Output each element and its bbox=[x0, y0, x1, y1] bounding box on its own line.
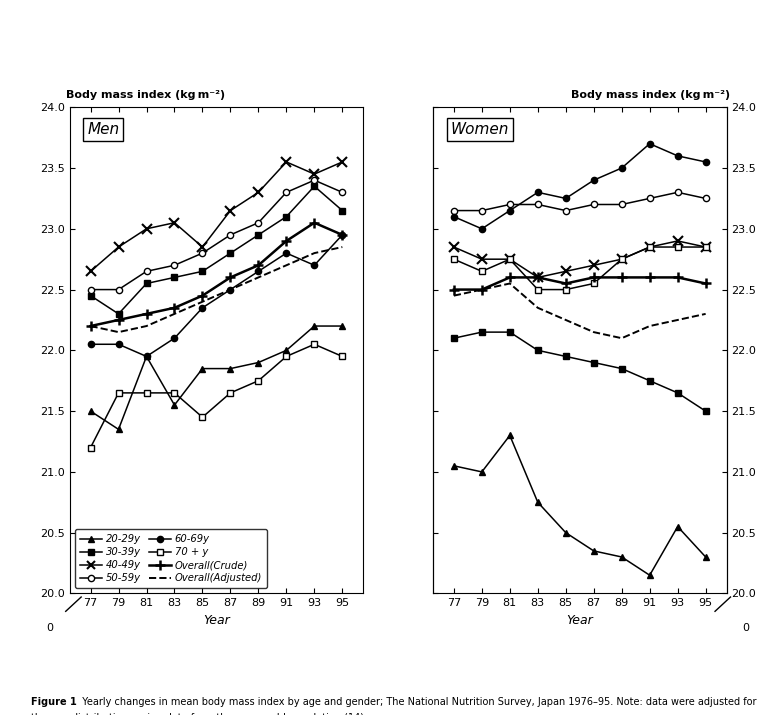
X-axis label: Year: Year bbox=[203, 614, 230, 627]
Text: Body mass index (kg m⁻²): Body mass index (kg m⁻²) bbox=[66, 90, 225, 100]
Text: Women: Women bbox=[451, 122, 509, 137]
Text: Yearly changes in mean body mass index by age and gender; The National Nutrition: Yearly changes in mean body mass index b… bbox=[76, 697, 756, 707]
Text: 0: 0 bbox=[46, 623, 54, 633]
Legend: 20-29y, 30-39y, 40-49y, 50-59y, 60-69y, 70 + y, Overall(Crude), Overall(Adjusted: 20-29y, 30-39y, 40-49y, 50-59y, 60-69y, … bbox=[74, 529, 267, 588]
X-axis label: Year: Year bbox=[567, 614, 593, 627]
Text: Figure 1: Figure 1 bbox=[31, 697, 77, 707]
Text: the age-distributions using data from the new world population (14).: the age-distributions using data from th… bbox=[31, 713, 367, 715]
Text: 0: 0 bbox=[742, 623, 750, 633]
Text: Men: Men bbox=[87, 122, 119, 137]
Text: Body mass index (kg m⁻²): Body mass index (kg m⁻²) bbox=[571, 90, 730, 100]
